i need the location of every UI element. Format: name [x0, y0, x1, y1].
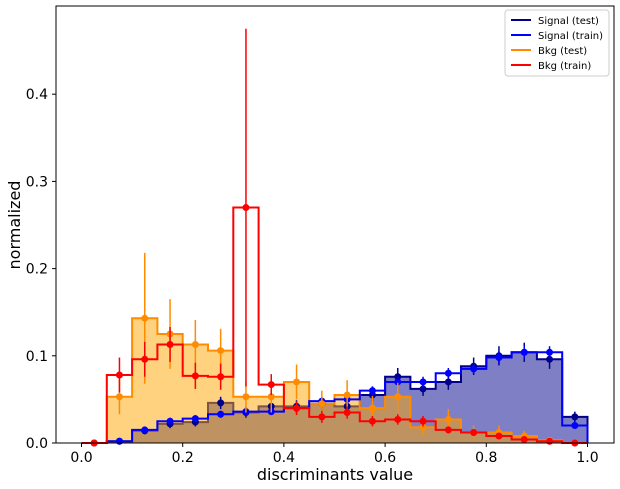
legend-label-bkg-test: Bkg (test) [538, 46, 587, 57]
bkg-train-marker-9 [318, 413, 326, 421]
bkg-train-marker-16 [495, 432, 503, 440]
signal-train-step-line [81, 351, 589, 444]
bkg-train-marker-12 [394, 415, 402, 423]
bkg-test-marker-11 [368, 404, 376, 412]
bkg-train-marker-18 [546, 437, 554, 445]
bkg-train-marker-3 [166, 340, 174, 348]
signal-train-marker-12 [394, 378, 402, 386]
plot-frame [55, 5, 615, 444]
x-tick-label-2: 0.4 [273, 450, 295, 466]
signal-train-marker-18 [546, 348, 554, 356]
signal-train-marker-17 [520, 348, 528, 356]
x-axis-label: discriminants value [257, 465, 413, 484]
bkg-test-marker-13 [419, 423, 427, 431]
error-bar-layer [90, 28, 579, 447]
bkg-train-marker-15 [470, 429, 478, 437]
bkg-train-marker-8 [293, 404, 301, 412]
bkg-train-marker-13 [419, 417, 427, 425]
signal-train-marker-2 [141, 426, 149, 434]
x-tick-label-0: 0.0 [70, 450, 92, 466]
bkg-train-marker-10 [343, 408, 351, 416]
bkg-train-marker-1 [115, 371, 123, 379]
signal-train-marker-11 [368, 387, 376, 395]
bkg-test-marker-5 [217, 347, 225, 355]
legend-label-signal-test: Signal (test) [538, 16, 599, 27]
y-tick-label-0: 0.0 [26, 436, 48, 452]
x-tick-label-3: 0.6 [374, 450, 396, 466]
bkg-test-marker-14 [444, 415, 452, 423]
signal-train-marker-14 [444, 369, 452, 377]
bkg-test-marker-2 [141, 314, 149, 322]
y-tick-label-1: 0.1 [26, 349, 48, 365]
bkg-train-marker-6 [242, 204, 250, 212]
legend-label-signal-train: Signal (train) [538, 31, 603, 42]
x-tick-label-4: 0.8 [475, 450, 497, 466]
signal-test-marker-19 [571, 413, 579, 421]
bkg-train-marker-7 [267, 381, 275, 389]
signal-test-marker-13 [419, 385, 427, 393]
bkg-test-marker-7 [267, 393, 275, 401]
y-tick-label-3: 0.3 [26, 174, 48, 190]
legend-label-bkg-train: Bkg (train) [538, 61, 591, 72]
legend: Signal (test) Signal (train) Bkg (test) … [504, 9, 610, 77]
bkg-test-marker-6 [242, 393, 250, 401]
signal-test-marker-18 [546, 355, 554, 363]
x-tick-label-1: 0.2 [172, 450, 194, 466]
signal-test-marker-5 [217, 399, 225, 407]
bkg-test-marker-10 [343, 391, 351, 399]
y-axis-label: normalized [5, 181, 24, 270]
bkg-train-marker-11 [368, 417, 376, 425]
axis-layer: 0.0 0.2 0.4 0.6 0.8 1.0 0.0 0.1 0.2 0.3 0.4 [26, 87, 599, 466]
signal-train-marker-4 [191, 415, 199, 423]
bkg-test-marker-8 [293, 378, 301, 386]
bkg-train-marker-14 [444, 426, 452, 434]
bkg-train-marker-4 [191, 372, 199, 380]
signal-train-marker-16 [495, 354, 503, 362]
bkg-test-marker-12 [394, 393, 402, 401]
signal-train-marker-3 [166, 417, 174, 425]
signal-test-marker-14 [444, 378, 452, 386]
signal-train-marker-15 [470, 365, 478, 373]
bkg-train-marker-2 [141, 355, 149, 363]
x-tick-label-5: 1.0 [576, 450, 598, 466]
signal-train-marker-13 [419, 378, 427, 386]
bkg-train-marker-17 [520, 436, 528, 444]
bkg-test-marker-4 [191, 340, 199, 348]
signal-train-marker-19 [571, 422, 579, 430]
y-tick-label-2: 0.2 [26, 262, 48, 278]
bkg-test-marker-1 [115, 393, 123, 401]
y-tick-label-4: 0.4 [26, 87, 48, 103]
legend-box [504, 9, 610, 77]
signal-train-marker-5 [217, 410, 225, 418]
signal-train-marker-1 [115, 437, 123, 445]
histogram-layer [81, 206, 589, 444]
bkg-test-marker-9 [318, 400, 326, 408]
bkg-train-marker-5 [217, 373, 225, 381]
